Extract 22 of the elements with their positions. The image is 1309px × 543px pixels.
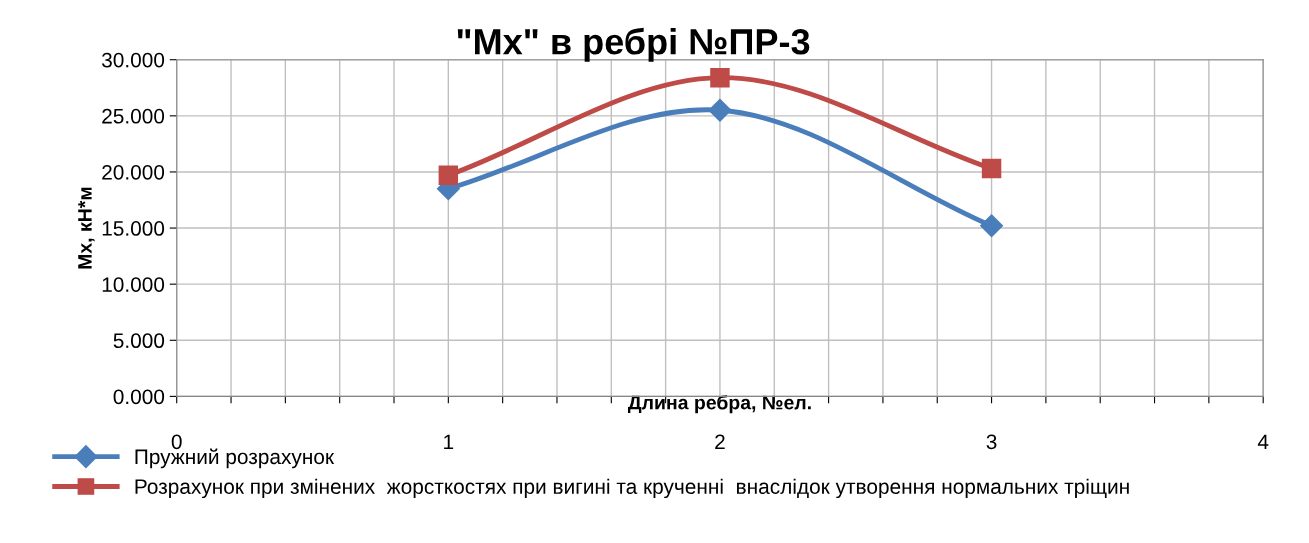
point [708, 98, 732, 122]
x-tick-label: 2 [715, 434, 725, 449]
x-tick-label: 4 [1257, 434, 1269, 449]
x-tick-label: 0 [171, 434, 182, 450]
legend-label: Розрахунок при змінених жорсткостях при вигині та крученні внаслідок утворення нормальних тріщин [135, 478, 1129, 499]
legend-label: Пружний розрахунок [135, 448, 335, 469]
point [438, 165, 459, 186]
y-tick-label: 20.000 [102, 164, 165, 180]
point [981, 158, 1002, 179]
point [980, 214, 1004, 238]
x-tick-label: 1 [444, 434, 454, 449]
y-tick-label: 30.000 [101, 52, 165, 68]
y-tick-label: 10.000 [102, 277, 165, 292]
y-tick-label: 15.000 [102, 221, 165, 236]
point [710, 67, 730, 88]
chart-title: "Mx" в ребрі №ПР-3 [457, 27, 810, 62]
x-axis-title: Длина ребра, №ел. [627, 394, 811, 414]
y-tick-label: 25.000 [102, 108, 165, 124]
x-tick-label: 3 [986, 434, 997, 450]
y-tick-label: 5.000 [113, 333, 165, 349]
y-tick-label: 0.000 [113, 389, 165, 405]
y-axis-title: Мх, кН*м [78, 187, 95, 269]
